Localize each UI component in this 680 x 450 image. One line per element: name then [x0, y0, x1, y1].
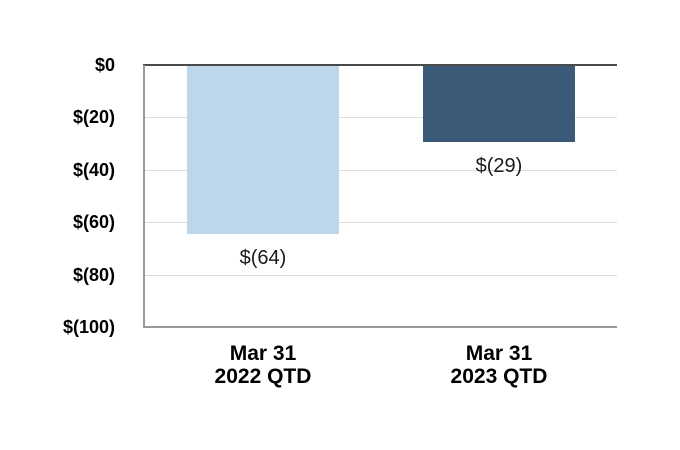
bar-value-label: $(64) [239, 246, 287, 269]
y-axis-tick-label: $(40) [72, 159, 115, 180]
y-axis-tick-label: $(20) [72, 107, 115, 128]
y-axis-tick-label: $(80) [72, 264, 115, 285]
zero-axis-line [143, 64, 617, 66]
y-axis-line [143, 65, 145, 327]
gridline [143, 117, 617, 119]
x-axis-category-label: Mar 31 2023 QTD [450, 342, 548, 388]
y-axis-tick-label: $0 [94, 55, 115, 75]
x-axis-line [143, 326, 617, 328]
y-axis-tick-label: $(60) [72, 212, 115, 233]
y-axis-tick-label: $(100) [62, 317, 115, 337]
gridline [143, 274, 617, 276]
bar-series-1 [423, 66, 575, 142]
bar-series-0 [187, 66, 339, 234]
x-axis-category-label: Mar 31 2022 QTD [214, 342, 312, 388]
gridline [143, 222, 617, 224]
gridline [143, 169, 617, 171]
bar-value-label: $(29) [475, 154, 523, 177]
